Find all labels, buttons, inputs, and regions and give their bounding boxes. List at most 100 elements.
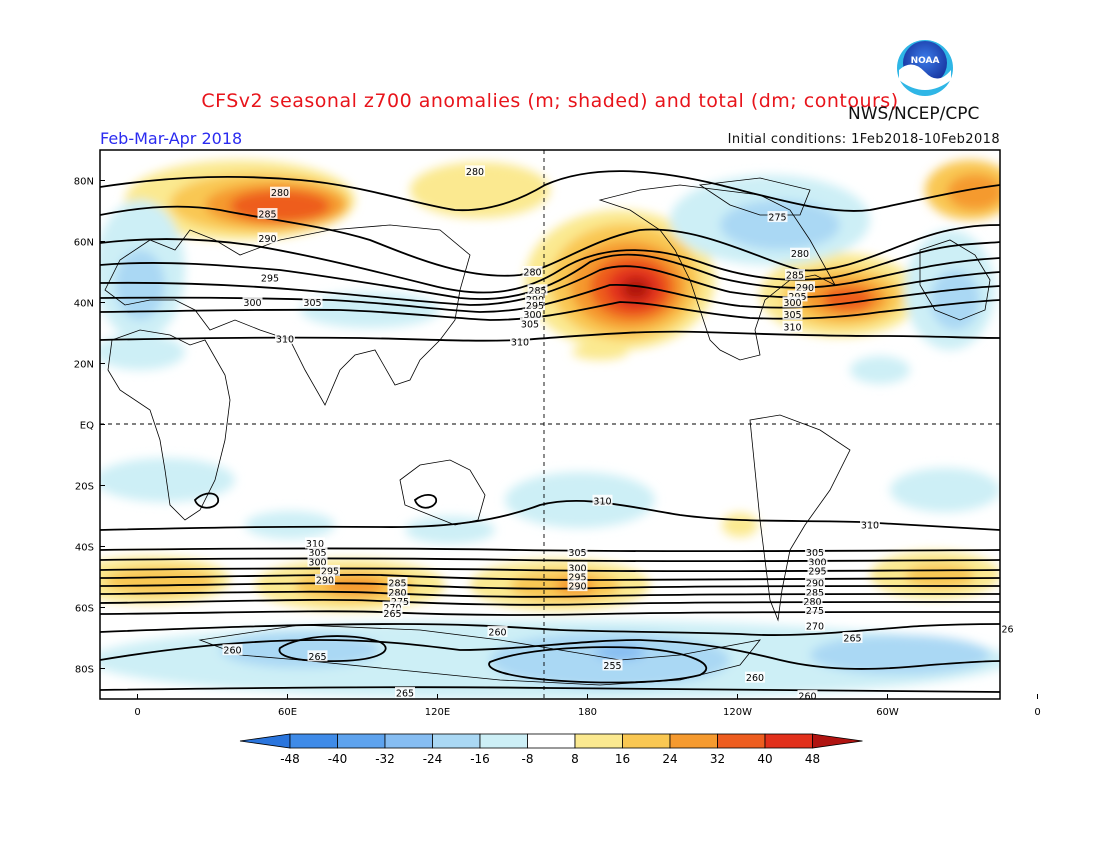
contour-label: 300: [568, 563, 586, 574]
contour-label: 280: [791, 249, 809, 260]
logo-text: NOAA: [911, 56, 940, 66]
lon-label: 120E: [425, 707, 450, 718]
lon-label: 60E: [278, 707, 297, 718]
contour-label: 310: [276, 335, 294, 346]
initial-conditions: Initial conditions: 1Feb2018-10Feb2018: [727, 132, 1000, 147]
contour-label-bg: [307, 650, 328, 662]
contour-label: 285: [786, 271, 804, 282]
contour-label-bg: [525, 293, 545, 305]
contour-label-bg: [522, 266, 543, 277]
contour-label-bg: [805, 619, 825, 631]
colorbar-arrow-high: [812, 733, 863, 749]
contour-label-bg: [510, 336, 530, 348]
contour-label-bg: [260, 272, 280, 284]
contour-label: 275: [806, 606, 824, 617]
contour-label-bg: [767, 211, 788, 223]
colorbar-tick-label: -8: [522, 752, 534, 766]
contour-label-bg: [807, 564, 828, 576]
contour-label: 280: [466, 167, 484, 178]
lat-label: EQ: [80, 421, 94, 432]
contour-label-bg: [807, 555, 828, 567]
contour-label-bg: [395, 686, 415, 698]
height-contours: [100, 170, 1000, 693]
contour-label-bg: [520, 317, 540, 329]
contour-label-bg: [787, 290, 808, 302]
contour-label-bg: [805, 577, 825, 589]
contour-label-bg: [1000, 622, 1015, 634]
contour-label: 300: [523, 310, 541, 321]
contour-label: 305: [521, 319, 539, 330]
contour-label: 290: [796, 283, 814, 294]
contour-label-bg: [222, 644, 243, 656]
contour-label: 270: [806, 621, 824, 632]
contour-label-bg: [242, 296, 263, 308]
lat-label: 40S: [75, 543, 94, 554]
contour-label: 265: [308, 652, 326, 663]
forecast-period: Feb-Mar-Apr 2018: [100, 129, 243, 148]
contour-label: 290: [806, 579, 824, 590]
contour-label-bg: [387, 577, 408, 589]
contour-label: 305: [568, 548, 586, 559]
colorbar-tick-label: -16: [470, 752, 490, 766]
contour-label-bg: [592, 494, 613, 506]
lat-label: 20S: [75, 482, 94, 493]
contour-label: 310: [861, 521, 879, 532]
colorbar-swatch: [527, 733, 576, 749]
colorbar-tick-label: -24: [423, 752, 443, 766]
chart-title: CFSv2 seasonal z700 anomalies (m; shaded…: [201, 90, 899, 112]
contour-label-bg: [860, 519, 880, 531]
colorbar-swatch: [764, 733, 813, 749]
colorbar: -48 -40 -32 -24 -16 -8 8 16 24 32 40 48: [239, 733, 863, 766]
colorbar-swatch: [432, 733, 481, 749]
contour-label-bg: [567, 561, 588, 573]
contour-label-bg: [567, 580, 588, 592]
colorbar-tick-label: 32: [710, 752, 725, 766]
contour-label: 260: [746, 673, 764, 684]
contour-label-bg: [805, 604, 825, 616]
contour-label: 290: [316, 576, 334, 587]
contour-label: 260: [798, 691, 816, 702]
contour-label-bg: [842, 632, 863, 643]
colorbar-swatch: [337, 733, 386, 749]
contour-label-bg: [487, 625, 508, 637]
contour-label: 295: [526, 301, 544, 312]
colorbar-swatch: [717, 733, 766, 749]
contour-label-bg: [805, 546, 825, 558]
contour-label-bg: [782, 308, 803, 320]
colorbar-tick-label: 24: [662, 752, 677, 766]
contour-label: 305: [783, 310, 801, 321]
colorbar-tick-label: -48: [280, 752, 300, 766]
contour-label: 285: [258, 210, 276, 221]
longitude-labels: 0 60E 120E 180 120W 60W 0: [134, 694, 1041, 718]
colorbar-tick-label: -40: [328, 752, 348, 766]
contour-label: 260: [488, 627, 506, 638]
lon-label: 60W: [876, 707, 899, 718]
contour-label-bg: [790, 247, 810, 259]
contour-label-bg: [567, 571, 588, 582]
contour-label-bg: [745, 671, 765, 683]
contour-label: 255: [603, 661, 621, 672]
contour-label: 280: [803, 597, 821, 608]
contour-label-bg: [270, 186, 290, 198]
contour-label-bg: [307, 546, 328, 558]
contour-label: 300: [783, 298, 801, 309]
contour-label: 295: [808, 566, 826, 577]
contour-label: 275: [768, 213, 786, 224]
contour-label-bg: [387, 586, 408, 598]
contour-label-bg: [307, 555, 328, 567]
contour-label: 305: [303, 298, 321, 309]
lon-label: 180: [578, 707, 597, 718]
latitude-labels: 80N 60N 40N 20N EQ 20S 40S 60S 80S: [74, 177, 105, 676]
colorbar-swatch: [479, 733, 528, 749]
contour-label-bg: [382, 607, 403, 619]
colorbar-tick-label: -32: [375, 752, 395, 766]
contour-label-bg: [785, 269, 805, 281]
lat-label: 40N: [74, 299, 94, 310]
contour-label-bg: [805, 586, 825, 598]
contour-label-bg: [465, 165, 485, 177]
contour-label: 305: [308, 548, 326, 559]
contour-label: 295: [321, 566, 339, 577]
contour-label-bg: [782, 296, 803, 308]
contour-label: 260: [223, 646, 241, 657]
